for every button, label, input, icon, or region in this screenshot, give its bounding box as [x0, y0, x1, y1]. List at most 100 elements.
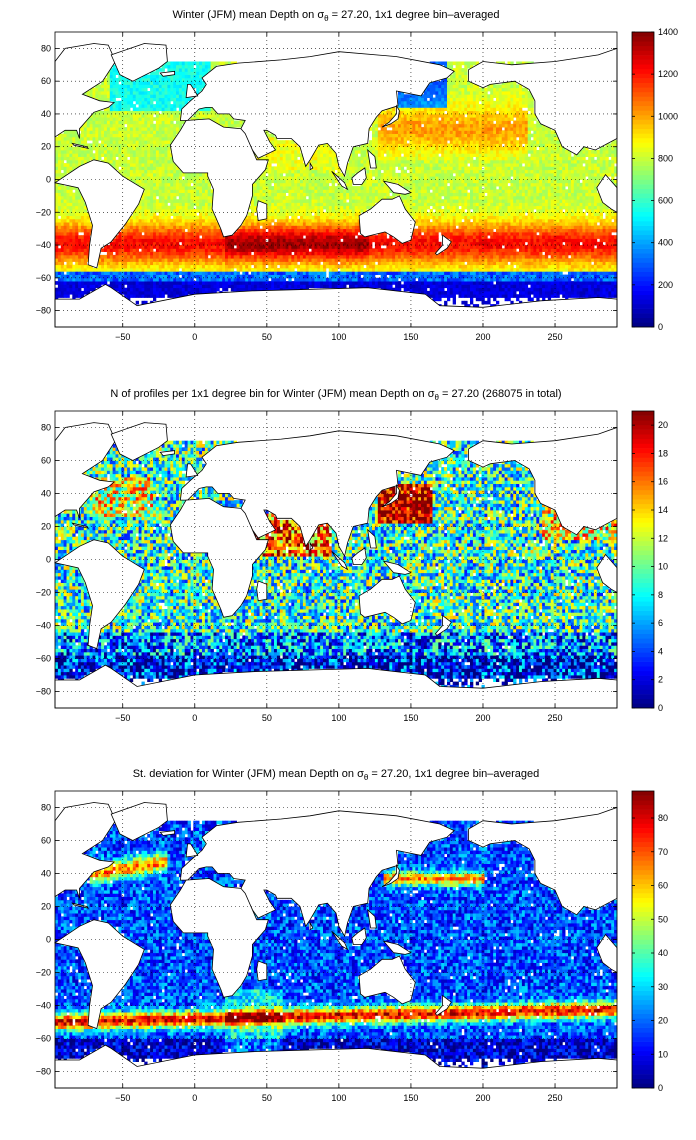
- data-cell: [87, 268, 90, 272]
- data-cell: [582, 212, 585, 216]
- data-cell: [508, 239, 511, 243]
- data-cell: [355, 281, 358, 285]
- data-cell: [277, 261, 280, 265]
- data-cell: [513, 281, 516, 285]
- data-cell: [531, 275, 534, 279]
- data-cell: [165, 284, 168, 288]
- data-cell: [412, 252, 415, 256]
- data-cell: [150, 255, 153, 259]
- data-cell: [427, 261, 430, 265]
- data-cell: [375, 271, 378, 275]
- data-cell: [525, 258, 528, 262]
- data-cell: [268, 265, 271, 269]
- data-cell: [303, 222, 306, 226]
- data-cell: [415, 245, 418, 249]
- data-cell: [588, 245, 591, 249]
- data-cell: [427, 219, 430, 223]
- data-cell: [493, 248, 496, 252]
- data-cell: [493, 288, 496, 292]
- data-cell: [268, 219, 271, 223]
- data-cell: [228, 258, 231, 262]
- data-cell: [363, 271, 366, 275]
- data-cell: [395, 284, 398, 288]
- data-cell: [591, 248, 594, 252]
- map-panel-1: Winter (JFM) mean Depth on σθ = 27.20, 1…: [36, 9, 678, 342]
- data-cell: [369, 278, 372, 282]
- data-cell: [314, 225, 317, 229]
- data-cell: [196, 255, 199, 259]
- data-cell: [147, 245, 150, 249]
- data-cell: [389, 261, 392, 265]
- data-cell: [303, 206, 306, 210]
- data-cell: [196, 248, 199, 252]
- data-cell: [384, 265, 387, 269]
- data-cell: [363, 258, 366, 262]
- data-cell: [597, 235, 600, 239]
- data-cell: [58, 258, 61, 262]
- data-cell: [456, 255, 459, 259]
- data-cell: [539, 281, 542, 285]
- data-cell: [277, 216, 280, 220]
- data-cell: [196, 252, 199, 256]
- data-cell: [263, 281, 266, 285]
- data-cell: [453, 284, 456, 288]
- data-cell: [84, 265, 87, 269]
- data-cell: [136, 229, 139, 233]
- data-cell: [95, 278, 98, 282]
- data-cell: [248, 281, 251, 285]
- data-cell: [78, 294, 81, 298]
- data-cell: [484, 219, 487, 223]
- data-cell: [473, 265, 476, 269]
- data-cell: [438, 255, 441, 259]
- data-cell: [502, 222, 505, 226]
- data-cell: [461, 294, 464, 298]
- data-cell: [167, 206, 170, 210]
- data-cell: [594, 278, 597, 282]
- data-cell: [568, 242, 571, 246]
- data-cell: [559, 291, 562, 295]
- data-cell: [461, 248, 464, 252]
- data-cell: [519, 245, 522, 249]
- data-cell: [110, 252, 113, 256]
- data-cell: [473, 225, 476, 229]
- data-cell: [588, 202, 591, 206]
- data-cell: [539, 258, 542, 262]
- data-cell: [412, 261, 415, 265]
- data-cell: [571, 239, 574, 243]
- data-cell: [64, 258, 67, 262]
- data-cell: [542, 232, 545, 236]
- data-cell: [591, 278, 594, 282]
- data-cell: [510, 255, 513, 259]
- data-cell: [75, 219, 78, 223]
- data-cell: [84, 278, 87, 282]
- data-cell: [277, 202, 280, 206]
- data-cell: [277, 281, 280, 285]
- data-cell: [459, 248, 462, 252]
- data-cell: [479, 271, 482, 275]
- data-cell: [147, 252, 150, 256]
- data-cell: [144, 229, 147, 233]
- data-cell: [528, 212, 531, 216]
- data-cell: [470, 225, 473, 229]
- data-cell: [173, 232, 176, 236]
- data-cell: [87, 288, 90, 292]
- data-cell: [179, 255, 182, 259]
- data-cell: [430, 248, 433, 252]
- data-cell: [312, 239, 315, 243]
- data-cell: [582, 291, 585, 295]
- data-cell: [580, 278, 583, 282]
- data-cell: [548, 216, 551, 220]
- data-cell: [179, 291, 182, 295]
- data-cell: [142, 294, 145, 298]
- data-cell: [580, 265, 583, 269]
- data-cell: [291, 216, 294, 220]
- data-cell: [412, 271, 415, 275]
- data-cell: [516, 212, 519, 216]
- data-cell: [407, 258, 410, 262]
- data-cell: [248, 242, 251, 246]
- data-cell: [216, 232, 219, 236]
- data-cell: [372, 271, 375, 275]
- data-cell: [340, 265, 343, 269]
- data-cell: [427, 199, 430, 203]
- data-cell: [412, 255, 415, 259]
